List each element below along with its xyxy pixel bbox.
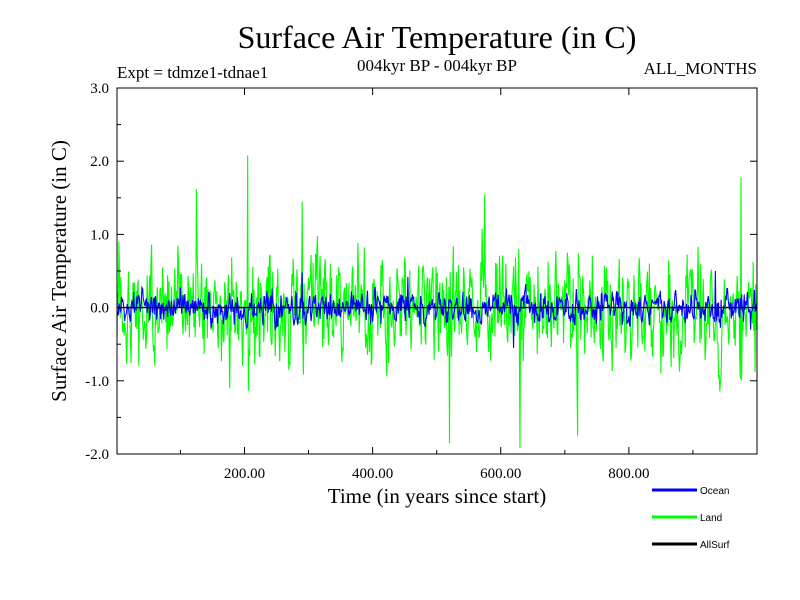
chart-left-note: Expt = tdmze1-tdnae1 bbox=[117, 63, 268, 82]
y-tick-label: 3.0 bbox=[90, 81, 109, 97]
x-axis-ticks: 200.00 400.00 600.00 800.00 bbox=[179, 88, 694, 482]
chart-title: Surface Air Temperature (in C) bbox=[238, 19, 637, 55]
plot-frame bbox=[116, 87, 758, 455]
chart-subtitle: 004kyr BP - 004kyr BP bbox=[357, 56, 517, 75]
y-tick-label: 2.0 bbox=[90, 154, 109, 170]
series-ocean-line bbox=[116, 270, 758, 348]
x-tick-label: 800.00 bbox=[608, 466, 649, 482]
x-tick-label: 400.00 bbox=[352, 466, 393, 482]
y-tick-label: -2.0 bbox=[85, 447, 109, 463]
legend: Ocean Land AllSurf bbox=[652, 486, 730, 551]
y-tick-label: 1.0 bbox=[90, 227, 109, 243]
legend-label-ocean: Ocean bbox=[700, 486, 729, 497]
legend-label-land: Land bbox=[700, 513, 722, 524]
y-tick-label: 0.0 bbox=[90, 301, 109, 317]
legend-label-allsurf: AllSurf bbox=[700, 540, 730, 551]
x-tick-label: 200.00 bbox=[224, 466, 265, 482]
y-tick-label: -1.0 bbox=[85, 374, 109, 390]
y-axis-ticks: -2.0 -1.0 0.0 1.0 2.0 3.0 bbox=[85, 81, 757, 463]
y-axis-label: Surface Air Temperature (in C) bbox=[47, 140, 71, 402]
x-tick-label: 600.00 bbox=[480, 466, 521, 482]
x-axis-label: Time (in years since start) bbox=[328, 484, 547, 508]
chart-right-note: ALL_MONTHS bbox=[644, 59, 757, 78]
plot-area bbox=[116, 155, 758, 449]
